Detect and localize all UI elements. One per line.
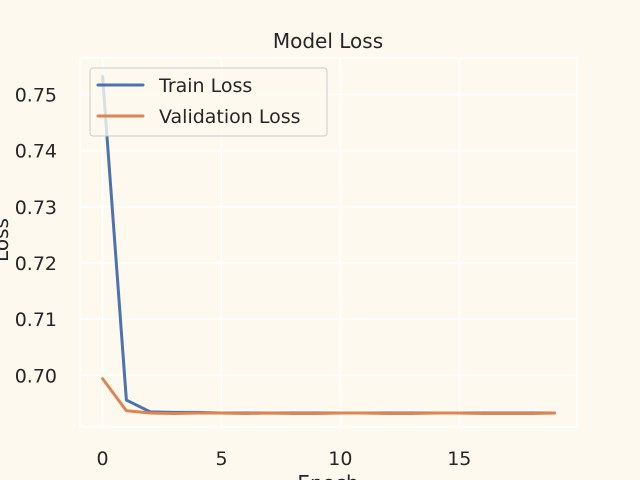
x-tick-label: 15: [447, 448, 471, 470]
x-tick-label: 5: [215, 448, 227, 470]
y-tick-label: 0.70: [15, 365, 57, 387]
series-lines: [101, 75, 556, 416]
x-tick-label: 10: [328, 448, 352, 470]
x-tick-labels: 0 5 10 15: [97, 448, 472, 470]
legend-label-validation-loss: Validation Loss: [159, 106, 301, 128]
y-tick-labels: 0.70 0.71 0.72 0.73 0.74 0.75: [15, 85, 57, 388]
y-tick-label: 0.72: [15, 253, 57, 275]
y-tick-label: 0.71: [15, 309, 57, 331]
chart-title: Model Loss: [273, 29, 383, 53]
legend-box: [89, 67, 328, 137]
plot-frame: [79, 57, 578, 428]
legend-label-train-loss: Train Loss: [158, 75, 252, 97]
x-axis-label: Epoch: [297, 471, 358, 480]
grid-lines: [79, 57, 578, 428]
x-tick-label: 0: [97, 448, 109, 470]
y-tick-label: 0.74: [15, 141, 57, 163]
y-tick-label: 0.75: [15, 85, 57, 107]
y-axis-label: Loss: [0, 218, 13, 262]
legend: Train Loss Validation Loss: [89, 67, 328, 137]
y-tick-label: 0.73: [15, 197, 57, 219]
series-line-validation-loss: [101, 377, 556, 416]
